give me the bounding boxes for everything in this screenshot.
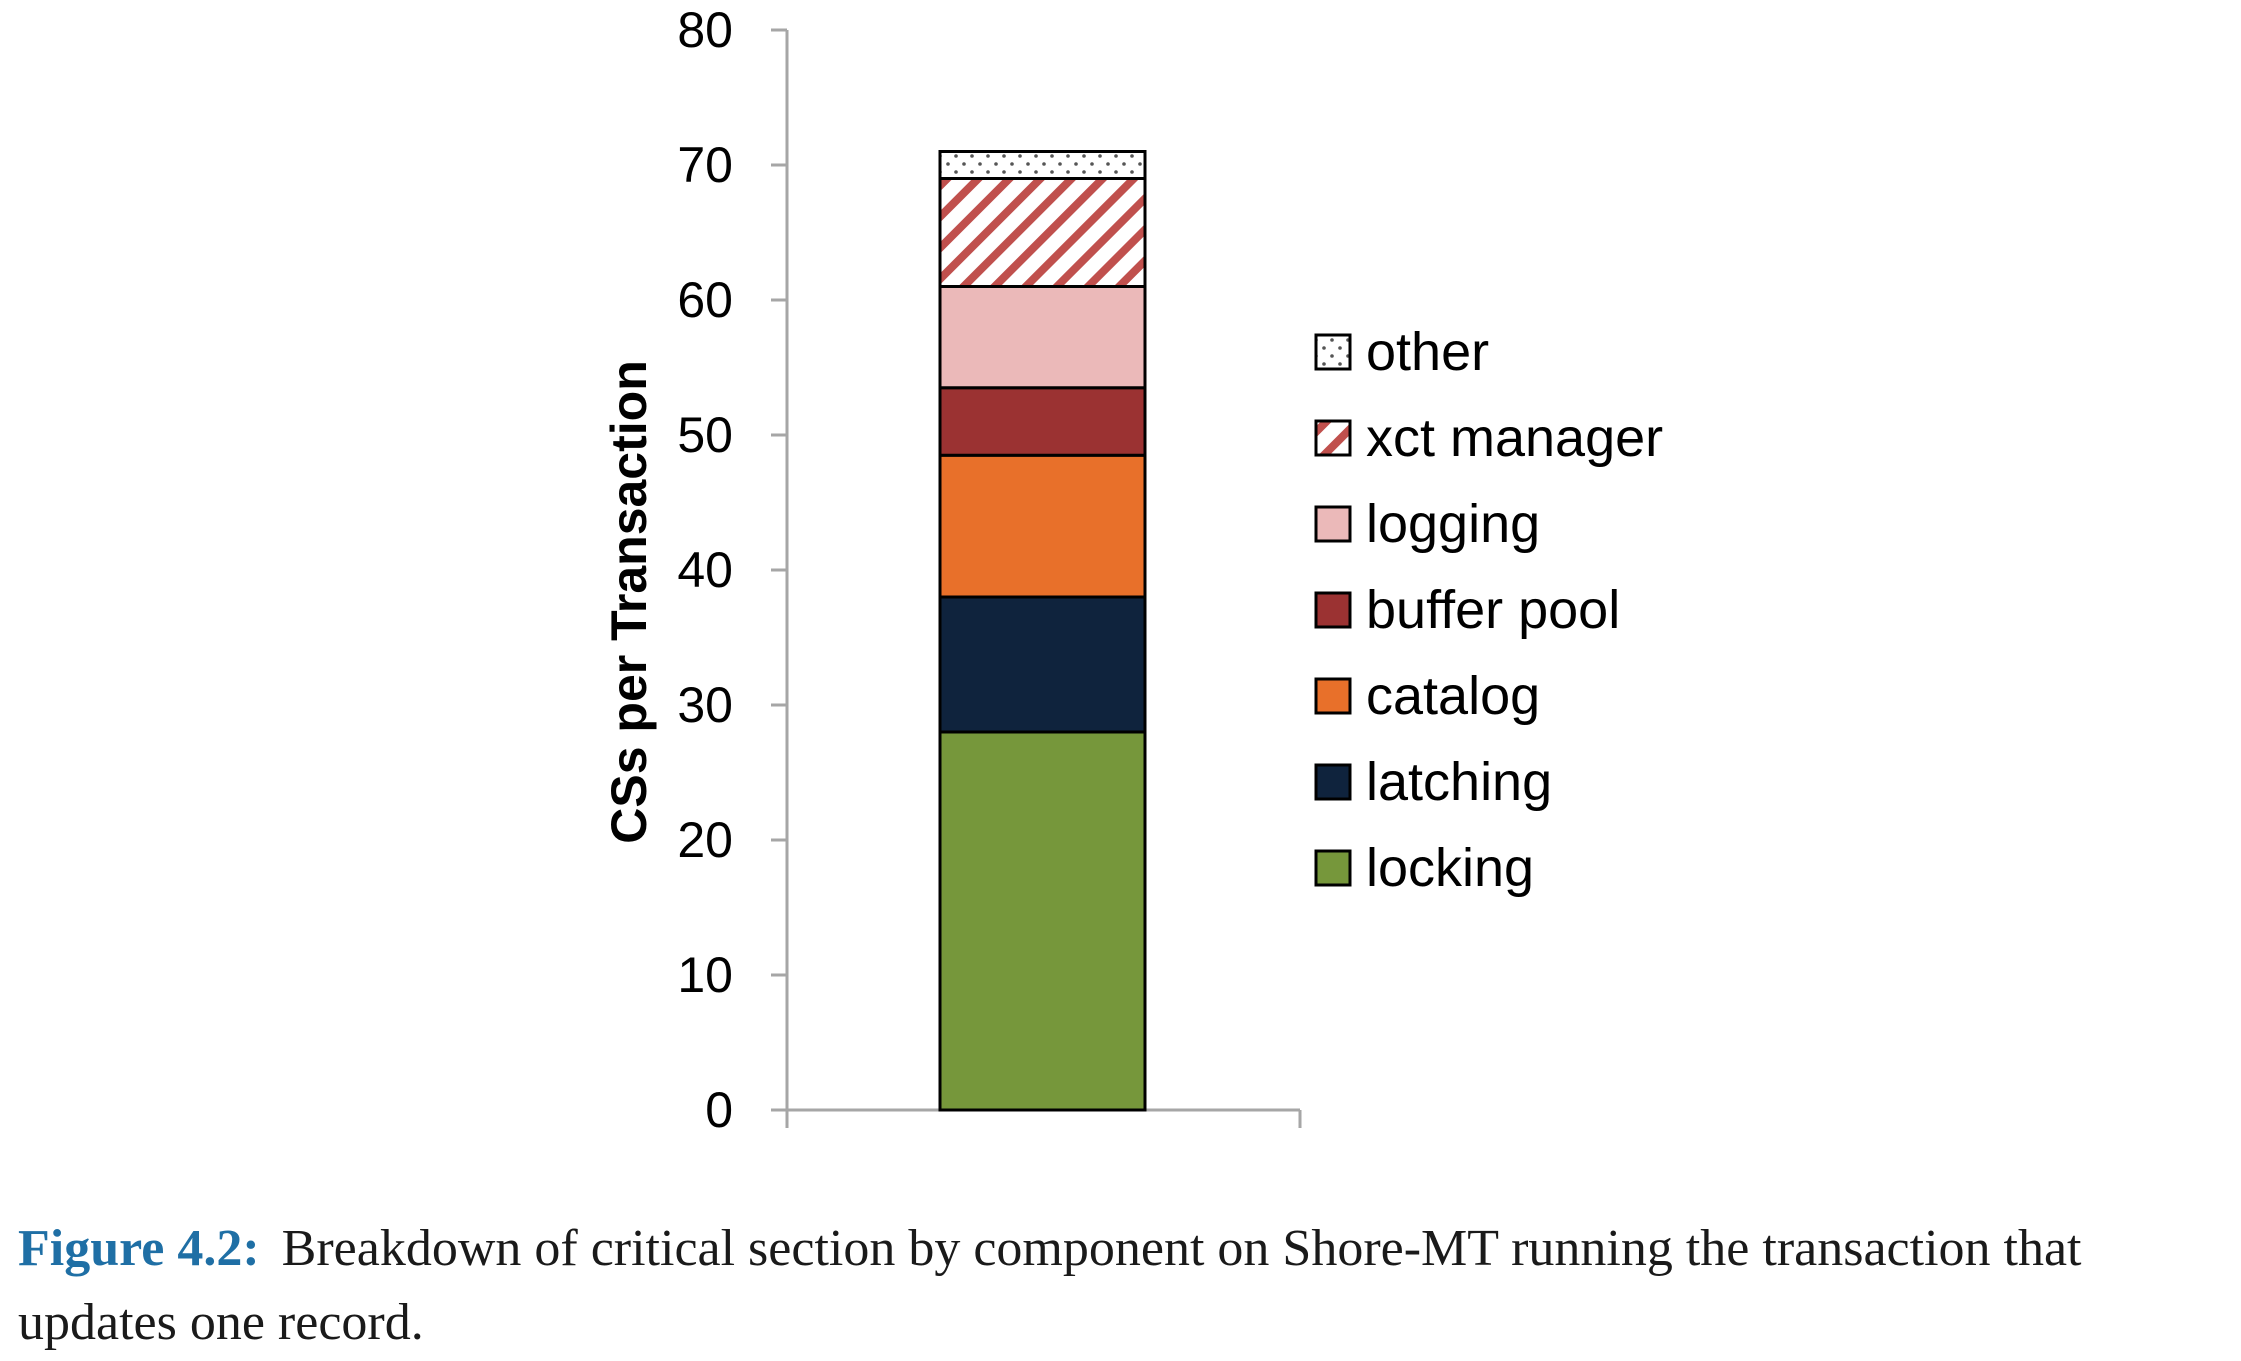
legend-swatch-xct-manager: [1314, 419, 1352, 457]
bar-segment-xct-manager: [938, 177, 1147, 288]
y-tick-label: 50: [677, 407, 733, 463]
y-axis-title: CSs per Transaction: [601, 360, 657, 844]
x-axis: [771, 1108, 1302, 1128]
legend-label-other: other: [1366, 322, 1489, 382]
bar-stack: [938, 150, 1147, 1112]
legend-swatch-buffer-pool: [1314, 591, 1352, 629]
bar-segment-catalog: [938, 453, 1147, 599]
y-tick-label: 10: [677, 947, 733, 1003]
legend-swatch-catalog: [1314, 677, 1352, 715]
y-axis: 0 10 20 30 40 50 60 70 80: [677, 2, 789, 1138]
legend-label-buffer-pool: buffer pool: [1366, 580, 1620, 640]
legend-label-catalog: catalog: [1366, 666, 1540, 726]
legend-swatch-logging: [1314, 505, 1352, 543]
legend-label-xct-manager: xct manager: [1366, 408, 1663, 468]
bar-segment-buffer-pool: [938, 386, 1147, 457]
legend-label-locking: locking: [1366, 838, 1534, 898]
legend: other xct manager logging buffer pool catalo…: [1314, 322, 1663, 898]
y-tick-label: 70: [677, 137, 733, 193]
y-tick-label: 20: [677, 812, 733, 868]
bar-segment-locking: [938, 730, 1147, 1112]
y-tick-label: 40: [677, 542, 733, 598]
bar-segment-latching: [938, 595, 1147, 734]
legend-swatch-other: [1314, 333, 1352, 371]
legend-label-logging: logging: [1366, 494, 1540, 554]
y-tick-label: 30: [677, 677, 733, 733]
bar-segment-logging: [938, 285, 1147, 390]
figure-caption-label: Figure 4.2:: [18, 1220, 260, 1277]
y-tick-label: 80: [677, 2, 733, 58]
figure-caption: Figure 4.2: Breakdown of critical section…: [18, 1212, 2233, 1360]
bar-segment-other: [938, 150, 1147, 180]
y-tick-label: 60: [677, 272, 733, 328]
legend-label-latching: latching: [1366, 752, 1552, 812]
legend-swatch-latching: [1314, 763, 1352, 801]
y-tick-label: 0: [705, 1082, 733, 1138]
figure-caption-text: Breakdown of critical section by compone…: [18, 1220, 2082, 1351]
legend-swatch-locking: [1314, 849, 1352, 887]
